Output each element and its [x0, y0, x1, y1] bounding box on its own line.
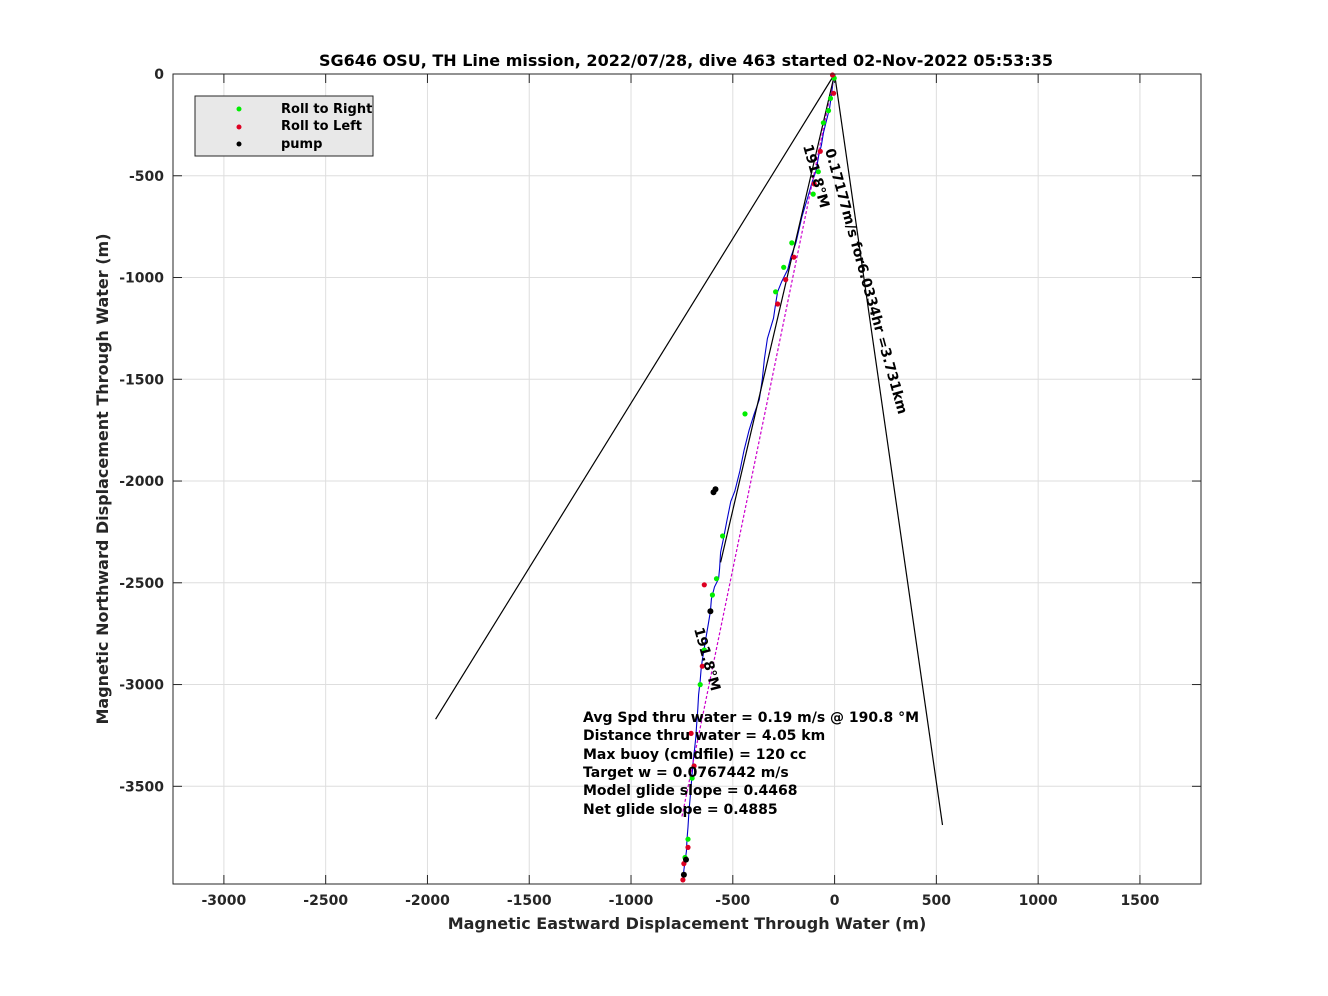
series-tri-line-2: [720, 73, 836, 563]
stats-line: Model glide slope = 0.4468: [583, 783, 798, 799]
marker-roll-right: [810, 191, 816, 197]
x-tick-label: -1500: [507, 893, 552, 909]
marker-roll-left: [701, 582, 707, 588]
marker-roll-right: [685, 836, 691, 842]
marker-roll-left: [783, 277, 789, 283]
marker-pump: [710, 489, 717, 496]
x-tick-label: -1000: [609, 893, 654, 909]
y-tick-label: -1000: [119, 271, 164, 287]
stats-line: Distance thru water = 4.05 km: [583, 728, 825, 744]
y-tick-label: -3500: [119, 779, 164, 795]
stats-line: Max buoy (cmdfile) = 120 cc: [583, 747, 806, 763]
axis-ticks: -3000 -2500 -2000 -1500 -1000 -500 0 500 1000 150…: [119, 67, 1201, 909]
marker-roll-left: [691, 763, 697, 769]
chart-title: SG646 OSU, TH Line mission, 2022/07/28, …: [319, 51, 1053, 70]
marker-roll-right: [742, 411, 748, 417]
series-tri-line-1: [435, 73, 836, 720]
y-tick-label: -500: [129, 169, 164, 185]
marker-roll-left: [699, 663, 705, 669]
y-axis-label: Magnetic Northward Displacement Through …: [93, 233, 112, 724]
marker-roll-right: [781, 264, 787, 270]
marker-roll-right: [789, 240, 795, 246]
x-tick-label: -2500: [303, 893, 348, 909]
x-tick-label: -500: [715, 893, 750, 909]
legend-box: [194, 95, 374, 157]
stats-line: Net glide slope = 0.4885: [583, 802, 778, 818]
legend-marker-roll-right: [236, 106, 242, 112]
marker-roll-right: [825, 108, 832, 114]
marker-roll-right: [689, 775, 695, 781]
x-tick-label: 1000: [1019, 893, 1058, 909]
marker-roll-right: [713, 576, 720, 582]
plot-area: [173, 74, 1201, 884]
x-axis-label: Magnetic Eastward Displacement Through W…: [448, 914, 927, 933]
x-tick-label: 0: [830, 893, 840, 909]
marker-roll-right: [773, 289, 779, 295]
marker-roll-left: [831, 90, 837, 96]
marker-roll-left: [829, 72, 836, 78]
marker-roll-right: [709, 592, 716, 598]
marker-roll-right: [720, 533, 726, 539]
legend-label-pump: pump: [281, 137, 322, 152]
marker-roll-left: [688, 730, 694, 737]
marker-roll-left: [685, 844, 691, 851]
marker-roll-left: [791, 254, 797, 260]
marker-roll-left: [775, 301, 781, 307]
y-tick-label: 0: [154, 67, 164, 83]
x-tick-label: -2000: [405, 893, 450, 909]
marker-pump: [683, 856, 689, 863]
marker-roll-left: [680, 877, 686, 883]
legend-label-roll-left: Roll to Left: [281, 119, 362, 134]
marker-roll-right: [815, 169, 821, 175]
marker-pump: [680, 871, 687, 878]
y-tick-label: -2500: [119, 576, 164, 592]
legend: Roll to Right Roll to Left pump: [194, 95, 374, 157]
legend-marker-roll-left: [236, 124, 242, 130]
y-tick-label: -2000: [119, 474, 164, 490]
marker-roll-right: [697, 682, 703, 688]
stats-line: Avg Spd thru water = 0.19 m/s @ 190.8 °M: [583, 710, 919, 726]
x-tick-label: 500: [922, 893, 951, 909]
marker-pump: [707, 608, 714, 615]
series-tri-line-3: [834, 73, 944, 826]
plot-frame: [172, 73, 1202, 885]
marker-layer: [680, 72, 837, 883]
series-dashed: [681, 73, 836, 817]
marker-roll-left: [811, 181, 817, 187]
marker-roll-right: [827, 95, 834, 101]
y-tick-label: -3000: [119, 678, 164, 694]
legend-marker-pump: [236, 141, 242, 147]
marker-roll-right: [820, 120, 827, 126]
stats-line: Target w = 0.0767442 m/s: [583, 765, 789, 781]
x-tick-label: 1500: [1120, 893, 1159, 909]
legend-label-roll-right: Roll to Right: [281, 102, 372, 117]
marker-roll-left: [817, 148, 823, 154]
stats-block: Avg Spd thru water = 0.19 m/s @ 190.8 °M…: [583, 710, 919, 818]
marker-roll-right: [701, 647, 707, 653]
x-tick-label: -3000: [202, 893, 247, 909]
y-tick-label: -1500: [119, 372, 164, 388]
